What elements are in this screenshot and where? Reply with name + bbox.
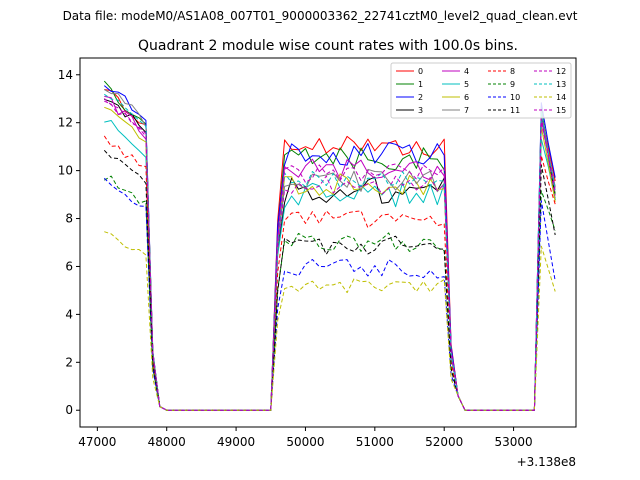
legend-label: 10	[510, 93, 520, 102]
legend-label: 2	[418, 93, 423, 102]
y-axis: 0 2 4 6 8 10 12 14	[58, 68, 80, 417]
legend-label: 0	[418, 67, 423, 76]
y-tick-label: 2	[65, 355, 73, 369]
legend-label: 4	[464, 67, 469, 76]
legend-label: 7	[464, 106, 469, 115]
legend-label: 8	[510, 67, 515, 76]
y-tick-label: 14	[58, 68, 73, 82]
axes-frame	[79, 57, 577, 428]
legend-label: 1	[418, 80, 423, 89]
y-tick-label: 8	[65, 212, 73, 226]
legend-label: 9	[510, 80, 515, 89]
legend-label: 13	[556, 80, 566, 89]
x-tick-label: 49000	[217, 435, 255, 449]
x-tick-label: 48000	[148, 435, 186, 449]
x-axis: 47000 48000 49000 50000 51000 52000 53000	[78, 427, 533, 449]
x-tick-label: 50000	[286, 435, 324, 449]
legend-label: 3	[418, 106, 423, 115]
y-tick-label: 10	[58, 164, 73, 178]
chart-title: Quadrant 2 module wise count rates with …	[138, 38, 518, 54]
legend-label: 6	[464, 93, 469, 102]
legend-label: 5	[464, 80, 469, 89]
series-line-13	[104, 93, 556, 411]
x-tick-label: 51000	[356, 435, 394, 449]
series-line-15	[103, 98, 556, 411]
figure-suptitle: Data file: modeM0/AS1A08_007T01_90000033…	[63, 9, 578, 23]
legend-label: 12	[556, 67, 566, 76]
legend-label: 11	[510, 106, 520, 115]
y-tick-label: 12	[58, 116, 73, 130]
x-axis-offset-label: +3.138e8	[517, 455, 576, 469]
x-tick-label: 52000	[425, 435, 463, 449]
legend-label: 14	[556, 93, 566, 102]
y-tick-label: 4	[65, 307, 73, 321]
legend-box	[390, 62, 572, 119]
y-tick-label: 6	[65, 259, 73, 273]
legend-label: 15	[556, 106, 566, 115]
y-tick-label: 0	[65, 403, 73, 417]
x-tick-label: 47000	[78, 435, 116, 449]
plot-lines	[103, 80, 556, 411]
x-tick-label: 53000	[494, 435, 532, 449]
